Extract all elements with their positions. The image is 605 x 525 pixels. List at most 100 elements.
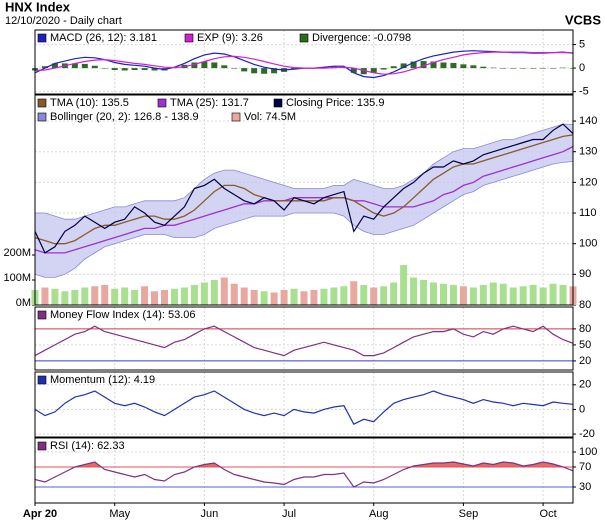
divergence-bar (111, 68, 118, 70)
divergence-bar (420, 61, 427, 69)
volume-bar (240, 287, 248, 305)
volume-bar (200, 282, 208, 305)
legend-swatch (37, 98, 47, 108)
legend-label: Divergence: -0.0798 (312, 32, 411, 44)
volume-bar (131, 290, 139, 305)
divergence-bar (480, 66, 487, 69)
divergence-bar (191, 62, 198, 69)
legend-swatch (37, 112, 47, 122)
divergence-bar (81, 63, 88, 69)
legend-label: Bollinger (20, 2): 126.8 - 138.9 (50, 111, 199, 123)
y-tick-label: 20 (579, 379, 591, 391)
x-tick-label: Oct (540, 508, 557, 520)
volume-bar (499, 283, 507, 305)
price-line (34, 145, 574, 254)
volume-bar (161, 290, 169, 305)
divergence-bar (91, 65, 98, 69)
divergence-bar (101, 68, 108, 69)
volume-bar (420, 280, 428, 305)
volume-bar (180, 287, 188, 305)
volume-bar (390, 282, 398, 305)
volume-bar (220, 277, 228, 305)
panel-border (34, 306, 574, 371)
divergence-bar (490, 67, 497, 69)
legend-swatch (273, 98, 283, 108)
y-tick-label: 20 (579, 355, 591, 367)
divergence-bar (360, 68, 367, 75)
volume-bar (559, 285, 567, 305)
indicator-line (34, 325, 574, 357)
legend-swatch (231, 112, 241, 122)
legend-label: RSI (14): 62.33 (50, 440, 125, 452)
volume-bar (469, 287, 477, 305)
divergence-bar (550, 68, 557, 69)
panel-background (35, 372, 573, 437)
panel-border (34, 437, 574, 504)
y-tick-label: 100 (579, 446, 597, 458)
divergence-bar (450, 62, 457, 69)
volume-bar (529, 285, 537, 305)
divergence-bar (241, 68, 248, 72)
x-tick-label: Jun (200, 508, 218, 520)
legend-label: Closing Price: 135.9 (286, 97, 384, 109)
legend-label: Money Flow Index (14): 53.06 (50, 309, 196, 321)
legend-label: MACD (26, 12): 3.181 (50, 32, 157, 44)
divergence-bar (231, 68, 238, 69)
legend-swatch (157, 98, 167, 108)
legend-label: TMA (25): 131.7 (170, 97, 249, 109)
price-line (34, 123, 574, 254)
volume-bar (370, 287, 378, 305)
volume-bar (210, 280, 218, 305)
volume-bar (310, 290, 318, 305)
volume-bar (320, 288, 328, 305)
divergence-bar (121, 68, 128, 71)
volume-bar (170, 288, 178, 305)
chart-title: HNX Index (5, 0, 71, 14)
source-label: VCBS (565, 12, 601, 27)
legend-label: Vol: 74.5M (244, 111, 296, 123)
volume-bar (519, 286, 527, 305)
volume-bar (101, 285, 109, 305)
volume-bar (549, 283, 557, 305)
volume-bar (141, 286, 149, 305)
volume-bar (340, 286, 348, 305)
x-tick-label: Apr 20 (23, 508, 57, 520)
volume-bar (430, 282, 438, 305)
divergence-bar (271, 68, 278, 74)
volume-bar (400, 265, 408, 305)
chart-subtitle: 12/10/2020 - Daily chart (5, 15, 122, 27)
divergence-bar (530, 68, 537, 69)
volume-bar (439, 283, 447, 305)
y-tick-label: -5 (579, 86, 589, 98)
divergence-bar (540, 68, 547, 69)
volume-bar (509, 287, 517, 305)
volume-bar (121, 287, 129, 305)
legend-label: Momentum (12): 4.19 (50, 374, 155, 386)
bollinger-lower (34, 161, 574, 278)
volume-bar (290, 288, 298, 305)
divergence-bar (71, 63, 78, 69)
volume-bar (360, 285, 368, 305)
x-tick-label: Sep (459, 508, 479, 520)
volume-bar (190, 285, 198, 305)
divergence-bar (380, 68, 387, 70)
y2-tick-label: 200M (3, 247, 31, 259)
divergence-bar (201, 61, 208, 69)
volume-bar (71, 290, 79, 305)
x-tick-label: Aug (369, 508, 389, 520)
rsi-line (34, 461, 574, 488)
y-tick-label: 0 (579, 62, 585, 74)
bollinger-upper (35, 123, 574, 220)
y-tick-label: -20 (579, 428, 595, 440)
y-tick-label: 70 (579, 461, 591, 473)
volume-bar (300, 291, 308, 305)
volume-bar (410, 277, 418, 305)
divergence-bar (430, 61, 437, 69)
legend-swatch (37, 310, 47, 320)
divergence-bar (410, 61, 417, 69)
panel-border (34, 94, 574, 306)
divergence-bar (41, 66, 48, 69)
y-tick-label: 140 (579, 115, 597, 127)
volume-bar (111, 288, 119, 305)
